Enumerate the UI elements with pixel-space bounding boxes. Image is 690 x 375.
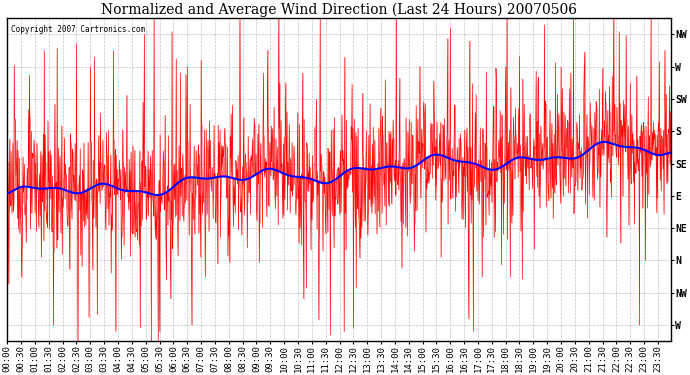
Text: Copyright 2007 Cartronics.com: Copyright 2007 Cartronics.com: [10, 25, 145, 34]
Title: Normalized and Average Wind Direction (Last 24 Hours) 20070506: Normalized and Average Wind Direction (L…: [101, 3, 578, 17]
